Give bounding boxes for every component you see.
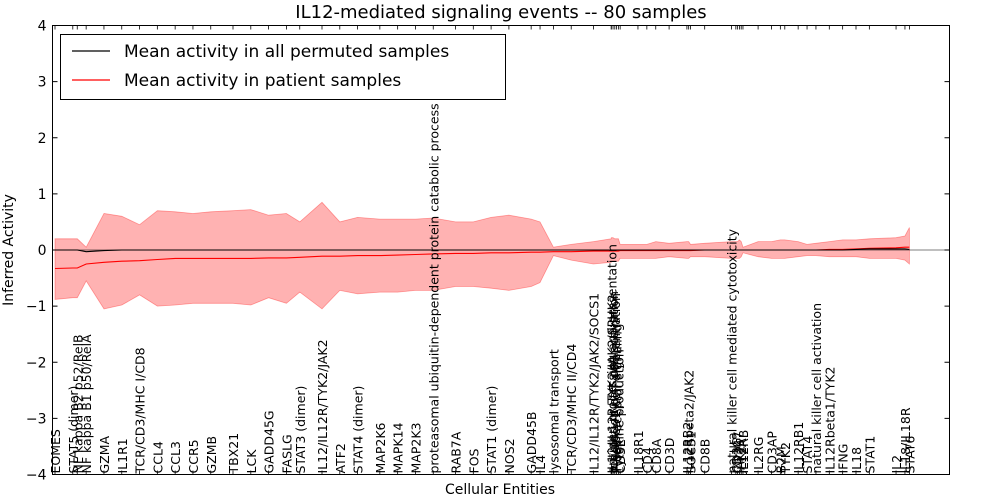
x-category-label: IL12/IL12R/TYK2/JAK2 [315,339,330,473]
y-axis: −4 −3 −2 −1 0 1 2 3 4 [26,19,950,484]
x-category-label: IL18/IL18R [898,407,913,473]
x-category-label: JAK2 [732,445,747,474]
x-category-label: GADD45B [524,412,539,474]
x-category-label: MAP2K6 [373,422,388,473]
y-tick-label: −4 [26,468,47,484]
x-category-label: lysosomal transport [546,349,561,473]
x-category-label: STAT3 (dimer) [293,386,308,474]
x-category-label: CD4 [640,447,655,473]
x-category-label: GADD45G [262,410,277,473]
x-category-label: STAT1 [862,436,877,474]
x-category-label: LCK [244,449,259,474]
permuted-mean-line [55,248,910,253]
x-category-label: CCR5 [186,439,201,473]
legend-box [60,34,506,100]
x-category-label: IL12RB2 [680,422,695,474]
x-category-label: TCR/CD3/MHC II/CD4 [564,344,579,475]
x-category-label: NOS2 [502,438,517,473]
x-category-label: CD3D [662,438,677,474]
x-category-label: MAP2K3 [409,423,424,474]
patient-range-band [54,201,910,310]
y-tick-label: 2 [38,131,47,147]
x-category-label: EOMES [48,429,63,473]
x-category-label: IL12Rbeta2/JAK2 [682,370,697,474]
x-category-label: NF kappa B2 p52/RelB [70,334,85,473]
x-category-label: CCL4 [150,441,165,473]
x-category-label: T cell receptor signaling [610,323,625,474]
x-category-label: IL18R1 [631,430,646,473]
x-category-label: TYK2 [778,442,793,474]
legend-label-permuted: Mean activity in all permuted samples [124,42,449,62]
y-axis-label: Inferred Activity [1,194,17,306]
legend-label-patient: Mean activity in patient samples [124,71,401,91]
x-category-label: STAT6 [902,436,917,474]
x-category-label: TCR/CD3/MHC I/CD8 [133,347,148,474]
y-tick-label: −1 [26,299,47,315]
x-category-label: antigen processing and presentation [604,244,619,473]
x-category-label: cytokine production [611,349,626,473]
x-category-label: CD247 [731,431,746,473]
x-category-label: natural killer cell activation [809,303,824,474]
x-category-label: natural killer cell mediated cytotoxicit… [724,228,739,473]
x-category-label: IL1R1 [115,438,130,473]
x-category-label: NF kappa B1 p50/RelA [79,334,94,474]
x-category-label: STAT1 (dimer) [484,386,499,474]
x-category-label: RAB7A [449,431,464,473]
x-category-label: GZMB [204,436,219,474]
chart-title: IL12-mediated signaling events -- 80 sam… [295,2,706,23]
x-category-label: IL2RG [751,437,766,474]
x-category-label: MAPK14 [391,422,406,473]
x-category-label: STAT4 [800,436,815,474]
x-category-label: GZMA [97,435,112,473]
x-category-label: B2M [773,446,788,473]
x-category-label: SOCS1 [684,431,699,473]
x-category-label: IL2 [889,455,904,474]
plot-area [52,201,950,310]
x-axis-label: Cellular Entities [445,482,555,498]
y-tick-label: 3 [38,75,47,91]
x-category-label: IL12A [734,438,749,474]
x-category-label: proteasomal ubiquitin-dependent protein … [426,103,441,473]
x-category-label: TBX21 [226,433,241,475]
x-category-label: STAT5 (dimer) [66,386,81,474]
x-category-label: IL4 [533,455,548,474]
y-tick-label: −3 [26,411,47,427]
x-category-label: IL12/IL12R/TYK2/JAK2/SPHK2 [604,294,619,473]
x-category-label: ATF2 [333,443,348,473]
x-category-label: CD3G [729,438,744,474]
x-category-label: CCL3 [168,441,183,473]
legend: Mean activity in all permuted samples Me… [60,34,506,100]
x-category-label: CD3E [613,439,628,473]
x-category-label: CD8A [649,438,664,473]
y-tick-label: −2 [26,355,47,371]
x-category-label: IL12/IL12R/TYK2/JAK2/SOCS1 [586,293,601,474]
x-category-label: IL18 [849,447,864,474]
x-category-label: IL12RB1 [791,422,806,474]
x-category-label: IL12Rbeta1/TYK2 [822,366,837,473]
y-tick-label: 1 [38,187,47,203]
x-category-label: IL12RB [736,430,751,474]
x-category-label: FASLG [279,434,294,473]
x-category-label: T-helper 1 cell differentiation [608,293,623,474]
x-category-label: FOS [466,448,481,473]
x-category-label: STAT4 (dimer) [351,386,366,474]
x-category-label: CD8B [698,439,713,474]
x-category-label: CD3AP [765,431,780,474]
y-tick-label: 0 [38,243,47,259]
y-tick-label: 4 [38,19,47,35]
x-axis: EOMES STAT5 (dimer)NF kappa B2 p52/RelBNF… [48,25,917,475]
x-category-label: regulation of T cell activation [606,291,621,473]
x-category-label: IFNG [836,444,851,474]
